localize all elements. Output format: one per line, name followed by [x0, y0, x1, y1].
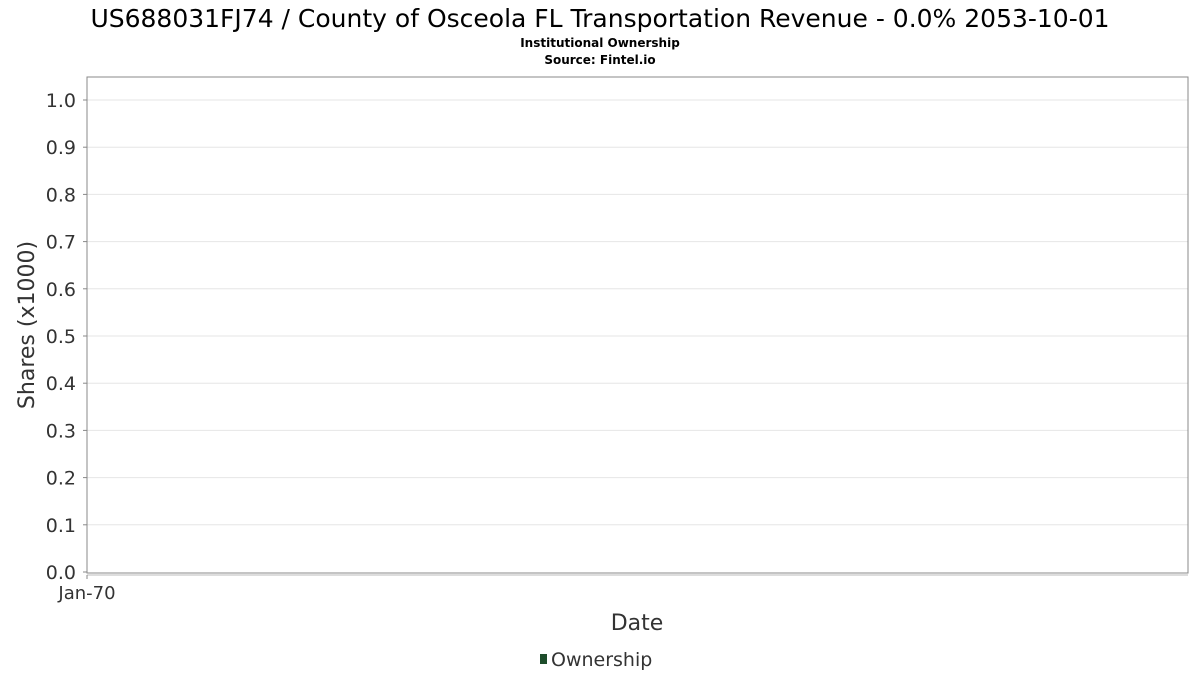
- y-tick-label: 0.0: [46, 562, 76, 584]
- x-tick-label: Jan-70: [57, 583, 115, 604]
- x-axis-ticks: Jan-70: [57, 575, 116, 604]
- y-tick-label: 0.7: [46, 232, 76, 254]
- y-tick-label: 1.0: [46, 90, 76, 112]
- legend: Ownership: [540, 649, 652, 671]
- y-tick-label: 0.8: [46, 184, 76, 206]
- y-tick-label: 0.4: [46, 373, 76, 395]
- legend-label-ownership: Ownership: [551, 649, 652, 671]
- y-tick-label: 0.1: [46, 515, 76, 537]
- legend-swatch-ownership: [540, 654, 547, 664]
- y-tick-label: 0.9: [46, 137, 76, 159]
- plot-area: [86, 76, 1189, 574]
- chart-source: Source: Fintel.io: [544, 53, 655, 67]
- y-tick-label: 0.5: [46, 326, 76, 348]
- y-tick-label: 0.2: [46, 468, 76, 490]
- y-axis-ticks: 0.0 0.1 0.2 0.3 0.4 0.5 0.6 0.7 0.8 0.9 1.0: [46, 90, 87, 584]
- x-axis-label: Date: [611, 611, 664, 636]
- y-axis-label: Shares (x1000): [15, 241, 40, 409]
- y-tick-label: 0.6: [46, 279, 76, 301]
- chart-title: US688031FJ74 / County of Osceola FL Tran…: [90, 4, 1109, 33]
- chart-subtitle: Institutional Ownership: [520, 36, 680, 50]
- grid-lines: [87, 99, 1188, 526]
- y-tick-label: 0.3: [46, 420, 76, 442]
